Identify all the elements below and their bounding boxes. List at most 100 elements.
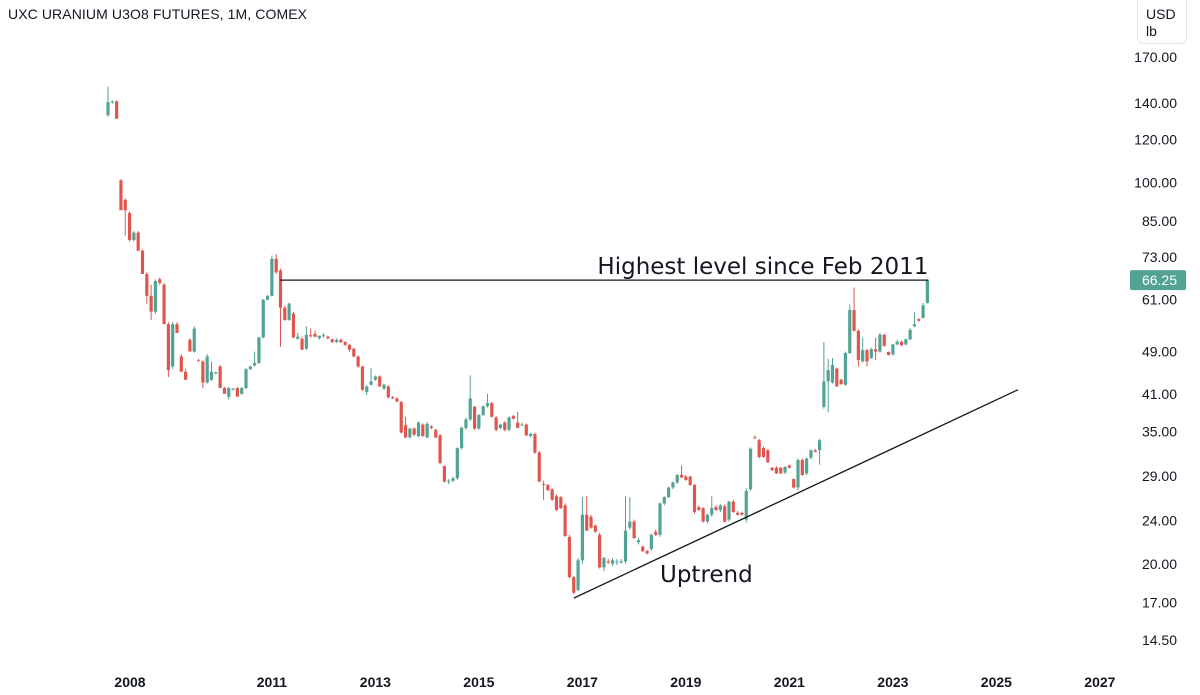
candle (580, 497, 584, 564)
candle (136, 231, 140, 251)
candle-body (460, 427, 464, 449)
candle-body (705, 514, 710, 522)
candle-body (179, 356, 183, 372)
candle (805, 457, 809, 475)
candle (705, 513, 710, 524)
price-tick-label: 73.00 (1142, 249, 1177, 265)
candle-body (455, 448, 459, 479)
candle (731, 499, 735, 513)
candle (667, 486, 671, 499)
candle-body (214, 372, 218, 374)
candle (205, 354, 209, 384)
price-axis[interactable]: 170.00 140.00 120.00 100.00 85.00 73.00 61.00 4… (1130, 49, 1186, 648)
candle-body (649, 534, 653, 549)
time-axis[interactable]: 2008 2011 2013 2015 2017 2019 2021 2023 2025 2027 (114, 674, 1115, 690)
candle (865, 349, 869, 367)
candle-body (429, 426, 434, 428)
candle (766, 448, 770, 464)
candle (576, 557, 580, 592)
candle-body (162, 284, 166, 325)
candle (563, 503, 567, 537)
candle (296, 332, 300, 340)
candle-body (925, 280, 929, 303)
candle (757, 438, 761, 459)
candle (861, 337, 865, 363)
candle-body (524, 424, 528, 436)
candle-body (645, 551, 649, 554)
year-tick-label: 2008 (114, 674, 145, 690)
candle (619, 559, 623, 564)
candle-body (598, 534, 602, 568)
candle (391, 396, 395, 400)
candle-body (240, 388, 244, 394)
candle-body (576, 560, 580, 591)
candle-body (511, 416, 515, 419)
candle (438, 433, 442, 464)
candle-body (326, 336, 330, 339)
candle-body (878, 334, 882, 352)
candle-body (132, 232, 136, 240)
candle (830, 357, 835, 384)
candle-body (843, 353, 848, 385)
candle-body (736, 512, 740, 515)
candle (132, 231, 136, 242)
candle-body (127, 212, 132, 240)
candle-body (800, 459, 804, 475)
candle (158, 277, 162, 285)
candle (848, 304, 852, 355)
candle-body (822, 381, 826, 407)
candle (529, 432, 533, 438)
price-tick-label: 49.00 (1142, 344, 1177, 360)
candle-body (490, 403, 494, 417)
candle (240, 386, 244, 395)
candle-body (796, 459, 800, 488)
candle-body (438, 435, 442, 464)
candle (606, 559, 610, 564)
candle-body (654, 531, 658, 535)
candle-body (710, 508, 714, 515)
last-price-badge (1130, 270, 1186, 291)
candle-body (274, 258, 278, 273)
candle (610, 557, 615, 567)
candle-body (848, 310, 852, 354)
candle-body (386, 386, 390, 398)
candle (727, 500, 731, 522)
candle-body (468, 398, 472, 420)
candle (201, 360, 205, 389)
candle (736, 510, 740, 516)
candle-body (464, 419, 468, 428)
candle-body (541, 484, 546, 486)
candle (218, 364, 222, 389)
currency-unit-button[interactable]: USD lb (1137, 0, 1187, 44)
candle (127, 211, 132, 242)
candle (554, 494, 559, 511)
candle (490, 402, 494, 418)
year-tick-label: 2027 (1084, 674, 1115, 690)
candle (287, 302, 291, 321)
candle (395, 397, 399, 403)
candle-body (209, 371, 214, 380)
candle (265, 295, 270, 301)
candle (408, 427, 412, 439)
candle-body (792, 479, 796, 488)
candle-body (451, 478, 455, 481)
candle (196, 358, 201, 362)
candle-body (537, 452, 541, 482)
candle (386, 385, 390, 399)
candle-body (485, 403, 490, 407)
candle (468, 375, 472, 422)
candle-body (339, 339, 343, 343)
candle (537, 450, 541, 483)
candle-body (287, 303, 291, 320)
candle (809, 449, 813, 460)
candle-body (787, 465, 791, 468)
candle-body (727, 501, 731, 520)
candle (451, 476, 455, 483)
candle-body (291, 313, 296, 338)
year-tick-label: 2013 (360, 674, 391, 690)
candle-body (253, 362, 257, 366)
candle-body (731, 501, 735, 512)
highest-level-label: Highest level since Feb 2011 (597, 254, 928, 280)
candle-body (761, 448, 766, 457)
